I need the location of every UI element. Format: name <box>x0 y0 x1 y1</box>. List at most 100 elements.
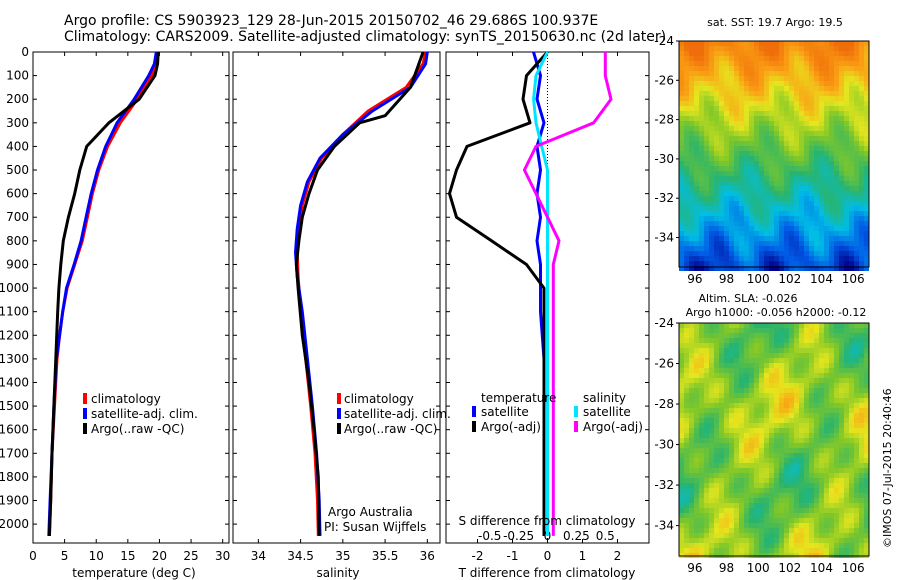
sst-map-cell <box>859 176 864 181</box>
sst-map-cell <box>804 186 809 191</box>
depth-tick-label-1500: 1500 <box>0 399 29 413</box>
sst-map-cell <box>734 201 739 206</box>
sst-map-cell <box>819 156 824 161</box>
sst-map-cell <box>694 46 699 51</box>
sst-map-cell <box>679 46 684 51</box>
sla-map-cell <box>774 433 779 438</box>
sst-map-cell <box>794 51 799 56</box>
sla-map-cell <box>859 428 864 433</box>
sla-map-cell <box>804 428 809 433</box>
sst-map-cell <box>709 186 714 191</box>
sla-map-cell <box>789 348 794 353</box>
sst-map-cell <box>754 166 759 171</box>
sst-map-cell <box>794 211 799 216</box>
legend-diff-s-sat: satellite <box>583 405 631 419</box>
sst-map-cell <box>819 101 824 106</box>
sla-map-cell <box>809 403 814 408</box>
sst-map-cell <box>769 141 774 146</box>
sla-map-cell <box>764 483 769 488</box>
sst-map-cell <box>824 151 829 156</box>
sst-map-cell <box>744 166 749 171</box>
sst-map-cell <box>819 76 824 81</box>
sla-map-cell <box>779 483 784 488</box>
sst-map-cell <box>809 251 814 256</box>
sst-map-cell <box>834 161 839 166</box>
sst-map-cell <box>824 216 829 221</box>
sla-map-cell <box>824 343 829 348</box>
sst-map-cell <box>759 41 764 46</box>
sla-map-cell <box>684 433 689 438</box>
sla-map-cell <box>704 473 709 478</box>
sla-map-cell <box>809 438 814 443</box>
sla-map-cell <box>704 348 709 353</box>
sla-map-cell <box>799 483 804 488</box>
sst-map-cell <box>709 221 714 226</box>
sla-map-cell <box>789 498 794 503</box>
sla-map-cell <box>824 458 829 463</box>
sla-map-cell <box>799 498 804 503</box>
sst-map-cell <box>699 106 704 111</box>
sla-map-cell <box>804 458 809 463</box>
sla-map-cell <box>729 438 734 443</box>
sla-map-cell <box>749 323 754 328</box>
sst-map-cell <box>849 61 854 66</box>
sla-map-cell <box>679 508 684 513</box>
sla-map-cell <box>784 403 789 408</box>
sla-map-cell <box>834 523 839 528</box>
sla-map-cell <box>819 473 824 478</box>
sla-map-cell <box>684 443 689 448</box>
sst-map-cell <box>739 171 744 176</box>
sst-map-cell <box>824 266 829 271</box>
sst-map-cell <box>724 261 729 266</box>
sla-map-cell <box>684 413 689 418</box>
sst-map-cell <box>689 231 694 236</box>
sst-map-cell <box>739 61 744 66</box>
sla-map-cell <box>849 443 854 448</box>
sla-map-cell <box>834 488 839 493</box>
sst-map-cell <box>764 191 769 196</box>
sst-map-cell <box>849 266 854 271</box>
sst-map-cell <box>824 116 829 121</box>
sst-map-cell <box>779 111 784 116</box>
sla-map-cell <box>779 388 784 393</box>
sla-map-cell <box>709 543 714 548</box>
sla-map-cell <box>719 413 724 418</box>
sla-map-cell <box>834 493 839 498</box>
sla-map-cell <box>699 498 704 503</box>
sla-map-cell <box>714 493 719 498</box>
sst-map-cell <box>809 216 814 221</box>
sst-map-cell <box>824 51 829 56</box>
sst-map-cell <box>839 56 844 61</box>
sst-map-cell <box>794 131 799 136</box>
sla-map-cell <box>854 383 859 388</box>
sst-map-cell <box>739 191 744 196</box>
sla-map-cell <box>759 463 764 468</box>
sla-map-cell <box>804 403 809 408</box>
sla-map-cell <box>689 523 694 528</box>
sst-map-cell <box>744 106 749 111</box>
sla-map-cell <box>804 473 809 478</box>
sst-map-cell <box>709 161 714 166</box>
sst-map-cell <box>684 236 689 241</box>
sla-map-cell <box>709 453 714 458</box>
sla_map-ytick-label--30: -30 <box>654 438 674 452</box>
sla-map-cell <box>839 373 844 378</box>
sst-map-cell <box>709 181 714 186</box>
sst-map-cell <box>839 66 844 71</box>
sst-map-cell <box>679 41 684 46</box>
sla-map-cell <box>799 523 804 528</box>
sst-map-cell <box>864 66 869 71</box>
sst-map-cell <box>819 96 824 101</box>
sst-map-cell <box>799 46 804 51</box>
sla-map-cell <box>859 403 864 408</box>
sst-map-cell <box>829 41 834 46</box>
sst-map-cell <box>739 211 744 216</box>
sla-map-cell <box>724 398 729 403</box>
sst-map-cell <box>824 61 829 66</box>
sla-map-cell <box>824 518 829 523</box>
depth-tick-label-1000: 1000 <box>0 281 29 295</box>
sst-map-cell <box>704 46 709 51</box>
sst-map-cell <box>809 111 814 116</box>
sla-map-cell <box>769 398 774 403</box>
sla-map-cell <box>684 488 689 493</box>
